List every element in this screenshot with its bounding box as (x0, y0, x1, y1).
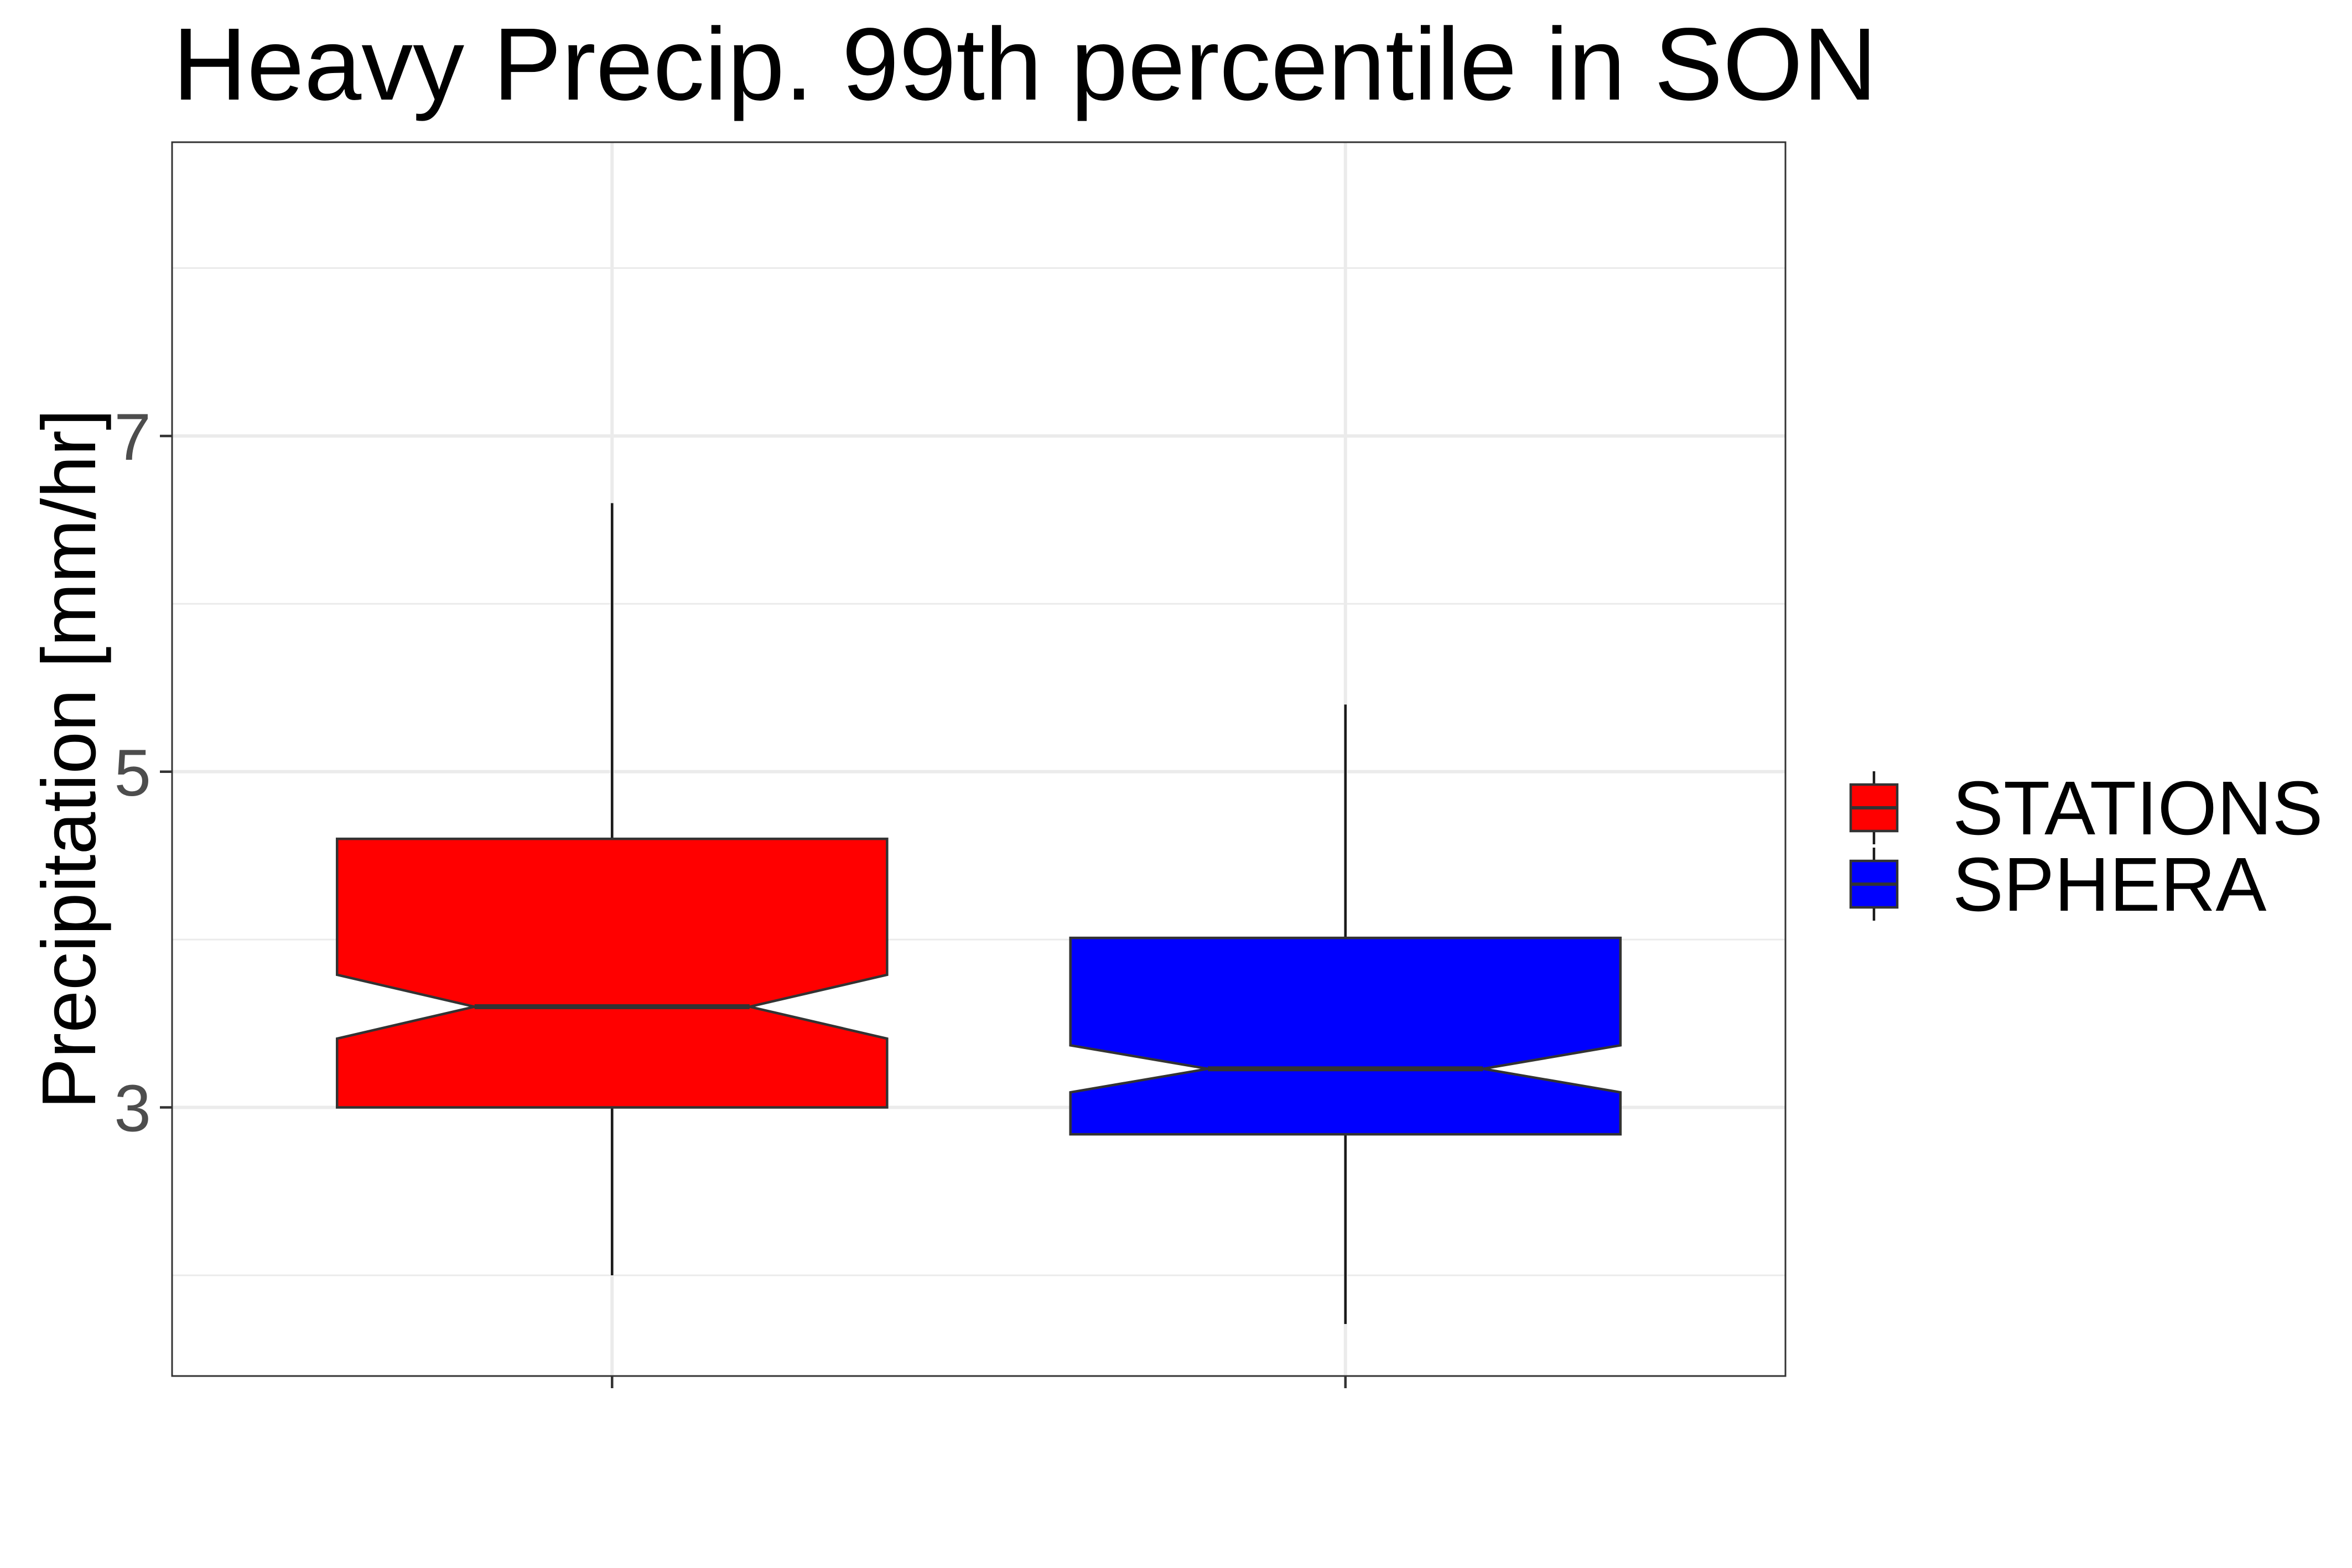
y-tick-label: 5 (114, 736, 151, 810)
legend-label-stations: STATIONS (1953, 766, 2323, 851)
y-axis-title: Precipitation [mm/hr] (27, 409, 112, 1109)
legend-label-sphera: SPHERA (1953, 842, 2267, 927)
axes: 3 5 7 (114, 400, 1347, 1388)
box-sphera (1069, 936, 1622, 1136)
plot-panel-border (171, 141, 1787, 1377)
chart-title: Heavy Precip. 99th percentile in SON (173, 7, 1877, 122)
grid-lines (172, 142, 1785, 1376)
y-tick-label: 3 (114, 1072, 151, 1146)
box-elements (335, 503, 1622, 1324)
y-tick-label: 7 (114, 400, 151, 474)
box-stations (335, 837, 889, 1109)
